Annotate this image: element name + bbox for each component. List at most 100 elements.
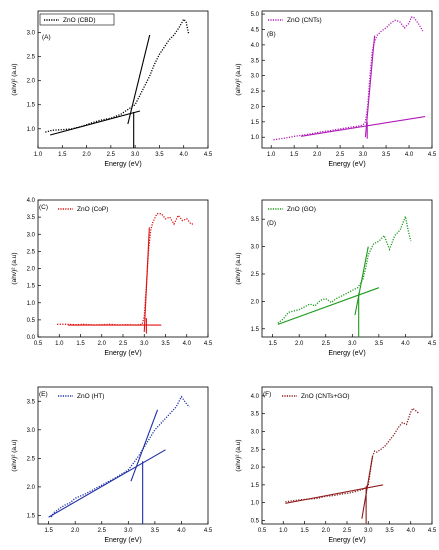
- chart-panel-1: 1.0 1.5 2.0 2.5 3.0 3.5 4.0 4.5 1.0 1.5 2.0 2.5 3.0 E…: [11, 10, 213, 168]
- x-tick-label: 1.5: [44, 528, 53, 534]
- x-tick-label: 4.5: [204, 152, 213, 158]
- y-tick-label: 1.0: [251, 135, 260, 141]
- x-tick-label: 3.0: [348, 341, 357, 347]
- x-tick-label: 2.0: [82, 152, 91, 158]
- y-tick-label: 3.5: [251, 217, 260, 223]
- x-tick-label: 2.5: [107, 152, 116, 158]
- x-tick-label: 4.0: [180, 152, 189, 158]
- x-tick-label: 1.5: [58, 152, 67, 158]
- fit-line: [277, 287, 380, 325]
- y-tick-label: 3.0: [27, 31, 36, 37]
- fit-line: [50, 110, 141, 136]
- fit-line: [48, 449, 166, 518]
- y-tick-label: 3.5: [27, 215, 36, 221]
- y-tick-label: 1.5: [27, 284, 36, 290]
- x-tick-label: 2.0: [313, 152, 322, 158]
- y-tick-label: 2.0: [27, 485, 36, 491]
- y-tick-label: 0.5: [251, 518, 260, 524]
- x-tick-label: 2.5: [336, 152, 345, 158]
- legend-label: ZnO (CoP): [77, 206, 108, 213]
- y-tick-label: 3.0: [27, 232, 36, 238]
- plot-frame: [37, 10, 209, 149]
- chart-panel-5: 1.5 2.0 2.5 3.0 3.5 4.0 4.5 1.5 2.0 2.5 3.0 3.5 Ener…: [11, 386, 213, 544]
- x-tick-label: 3.0: [364, 528, 373, 534]
- y-tick-label: 1.0: [27, 127, 36, 133]
- legend-label: ZnO (CBD): [63, 17, 96, 24]
- y-axis-label: (ahν)² (a.u): [235, 63, 242, 95]
- y-tick-label: 2.5: [251, 89, 260, 95]
- y-tick-label: 3.5: [251, 412, 260, 418]
- x-tick-label: 1.5: [300, 528, 309, 534]
- panel-letter: (E): [39, 391, 48, 398]
- y-axis-label: (ahν)² (a.u): [235, 252, 242, 284]
- fit-line: [361, 456, 374, 519]
- x-tick-label: 4.5: [428, 341, 437, 347]
- legend-label: ZnO (CNTs): [287, 17, 322, 24]
- x-tick-label: 1.5: [268, 341, 277, 347]
- x-tick-label: 2.0: [295, 341, 304, 347]
- legend: ZnO (GO): [268, 206, 316, 213]
- x-tick-label: 4.5: [204, 341, 213, 347]
- legend: ZnO (CBD): [39, 13, 115, 26]
- x-axis-label: Energy (eV): [328, 537, 365, 544]
- x-axis-label: Energy (eV): [328, 350, 365, 357]
- y-tick-label: 3.0: [251, 429, 260, 435]
- y-tick-label: 1.0: [27, 301, 36, 307]
- legend: ZnO (CNTs+GO): [282, 393, 350, 400]
- chart-panel-2: 1.0 1.5 2.0 2.5 3.0 3.5 4.0 4.5 1.0 1.5 2.0 2.5 3.0 3…: [235, 10, 437, 168]
- data-series-line: [273, 16, 424, 141]
- plot-frame: [261, 10, 433, 149]
- x-tick-label: 3.5: [155, 152, 164, 158]
- fit-line: [143, 227, 150, 332]
- panel-letter: (F): [263, 391, 271, 398]
- y-tick-label: 2.5: [27, 456, 36, 462]
- y-tick-label: 0.5: [27, 318, 36, 324]
- y-axis-label: (ahν)² (a.u): [235, 439, 242, 471]
- x-tick-label: 3.5: [382, 152, 391, 158]
- x-tick-label: 2.5: [119, 341, 128, 347]
- y-tick-label: 4.5: [251, 27, 260, 33]
- panel-letter: (D): [267, 220, 276, 227]
- panel-letter: (B): [267, 31, 276, 38]
- x-tick-label: 1.0: [34, 152, 43, 158]
- x-axis-label: Energy (eV): [328, 161, 365, 168]
- x-tick-label: 4.5: [428, 152, 437, 158]
- fit-line: [127, 34, 151, 125]
- y-tick-label: 1.5: [251, 327, 260, 333]
- legend: ZnO (HT): [58, 393, 104, 400]
- y-tick-label: 1.5: [251, 483, 260, 489]
- x-tick-label: 1.0: [267, 152, 276, 158]
- fit-line: [354, 246, 369, 316]
- x-tick-label: 3.0: [140, 341, 149, 347]
- data-series-line: [50, 395, 190, 518]
- x-tick-label: 4.5: [428, 528, 437, 534]
- x-axis-label: Energy (eV): [104, 161, 141, 168]
- y-axis-label: (ahν)² (a.u): [11, 252, 18, 284]
- x-axis-label: Energy (eV): [104, 537, 141, 544]
- x-tick-label: 4.0: [177, 528, 186, 534]
- y-tick-label: 2.5: [251, 447, 260, 453]
- data-series-line: [277, 214, 412, 324]
- x-tick-label: 2.0: [98, 341, 107, 347]
- x-tick-label: 3.5: [385, 528, 394, 534]
- x-tick-label: 4.5: [204, 528, 213, 534]
- panel-letter: (C): [39, 204, 48, 211]
- y-tick-label: 1.0: [251, 501, 260, 507]
- x-tick-label: 1.5: [290, 152, 299, 158]
- y-tick-label: 2.5: [251, 272, 260, 278]
- y-tick-label: 2.0: [251, 465, 260, 471]
- y-tick-label: 1.5: [27, 103, 36, 109]
- fit-line: [285, 484, 384, 504]
- y-tick-label: 3.0: [251, 245, 260, 251]
- x-tick-label: 1.0: [55, 341, 64, 347]
- x-tick-label: 1.5: [76, 341, 85, 347]
- panel-letter: (A): [42, 34, 51, 41]
- x-tick-label: 1.0: [279, 528, 288, 534]
- legend: ZnO (CoP): [58, 206, 108, 213]
- y-tick-label: 3.0: [27, 428, 36, 434]
- y-tick-label: 1.5: [27, 513, 36, 519]
- x-axis-label: Energy (eV): [104, 350, 141, 357]
- chart-panel-6: 0.5 1.0 1.5 2.0 2.5 3.0 3.5 4.0 4.5 0.5 1.0 1.5 2.0 2…: [235, 386, 437, 544]
- y-tick-label: 2.0: [27, 267, 36, 273]
- x-tick-label: 4.0: [405, 152, 414, 158]
